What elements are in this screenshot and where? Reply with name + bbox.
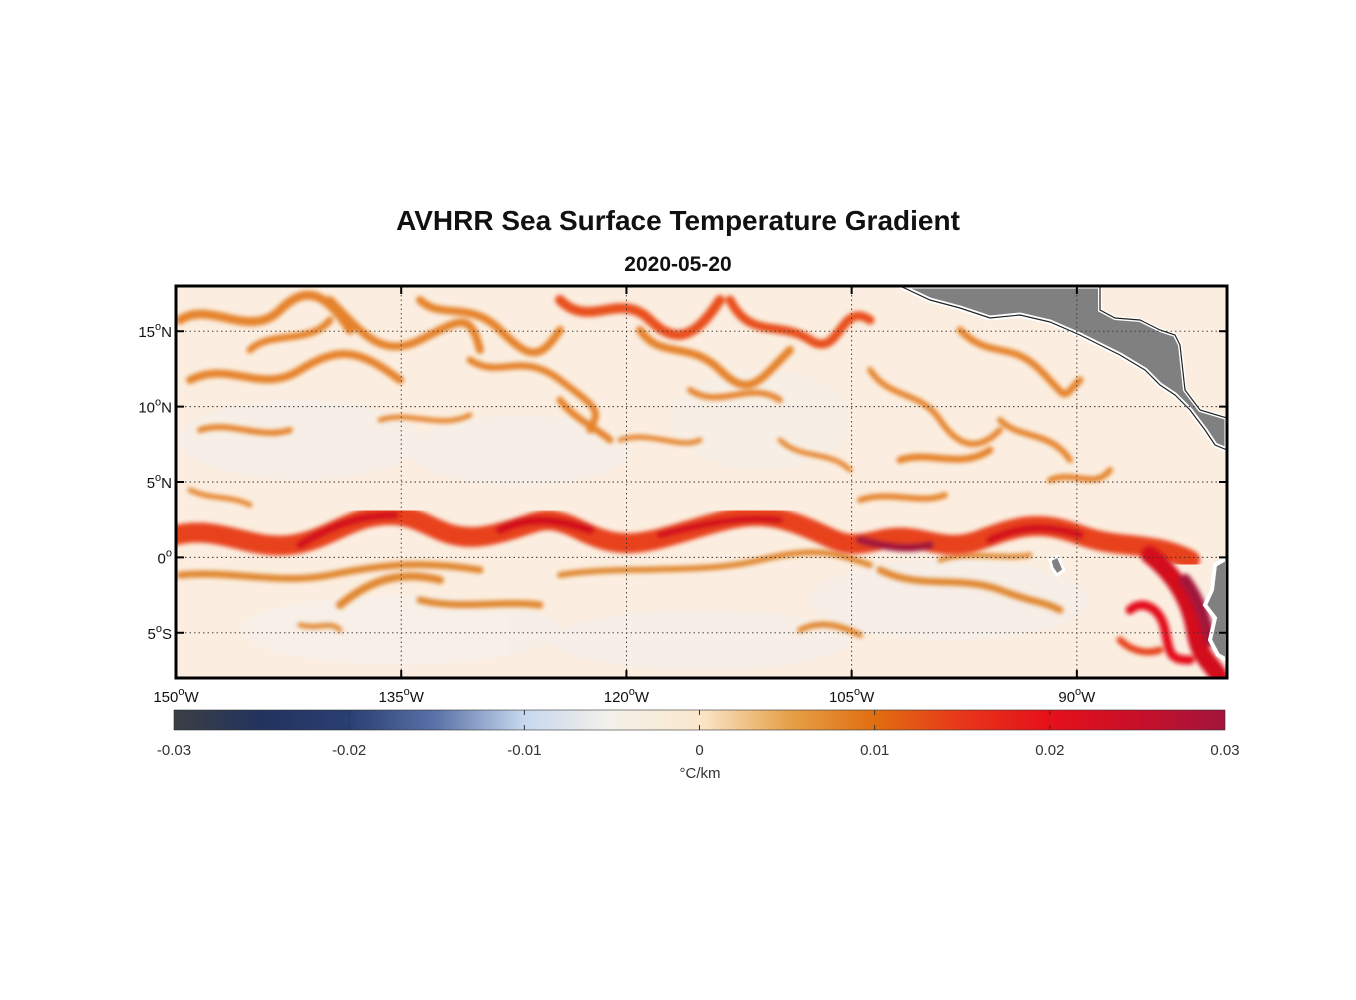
colorbar-tick-label: 0.01: [860, 742, 889, 759]
lon-label: 135oW: [379, 686, 425, 706]
lon-label: 150oW: [153, 686, 199, 706]
southern-fronts: [176, 549, 1064, 638]
colorbar-tick-label: 0.02: [1035, 742, 1064, 759]
map-title: AVHRR Sea Surface Temperature Gradient: [396, 205, 960, 236]
colorbar-tick-label: -0.01: [507, 742, 541, 759]
colorbar-ticks: [348, 710, 1051, 730]
longitude-labels: 150oW 135oW 120oW 105oW 90oW: [153, 686, 1096, 706]
colorbar-labels: -0.03 -0.02 -0.01 0 0.01 0.02 0.03: [157, 742, 1240, 759]
central-america-coastline: [899, 286, 1227, 451]
lat-label: 10oN: [138, 397, 172, 417]
lat-label: 15oN: [138, 321, 172, 341]
lat-label: 5oN: [147, 472, 172, 492]
background-texture: [180, 370, 1090, 670]
coastal-front: [1116, 546, 1227, 678]
colorbar-tick-label: 0: [695, 742, 703, 759]
map-subtitle: 2020-05-20: [624, 253, 732, 276]
galapagos-islands: [1048, 553, 1066, 578]
colorbar-tick-label: -0.03: [157, 742, 191, 759]
northern-fronts: [176, 290, 1193, 508]
latitude-labels: 15oN 10oN 5oN 0o 5oS: [138, 321, 172, 643]
lon-label: 90oW: [1058, 686, 1096, 706]
colorbar-tick-label: 0.03: [1210, 742, 1239, 759]
colorbar-units: °C/km: [680, 765, 721, 782]
colorbar-tick-label: -0.02: [332, 742, 366, 759]
south-america-land: [1202, 555, 1227, 663]
lon-label: 105oW: [829, 686, 875, 706]
lat-label: 5oS: [148, 623, 172, 643]
gulf-of-honduras-coast: [1099, 286, 1227, 419]
gradient-field: [176, 286, 1227, 678]
equatorial-front: [176, 504, 1200, 570]
lon-label: 120oW: [604, 686, 650, 706]
lat-label: 0o: [158, 547, 172, 567]
axis-ticks: [175, 286, 1227, 678]
